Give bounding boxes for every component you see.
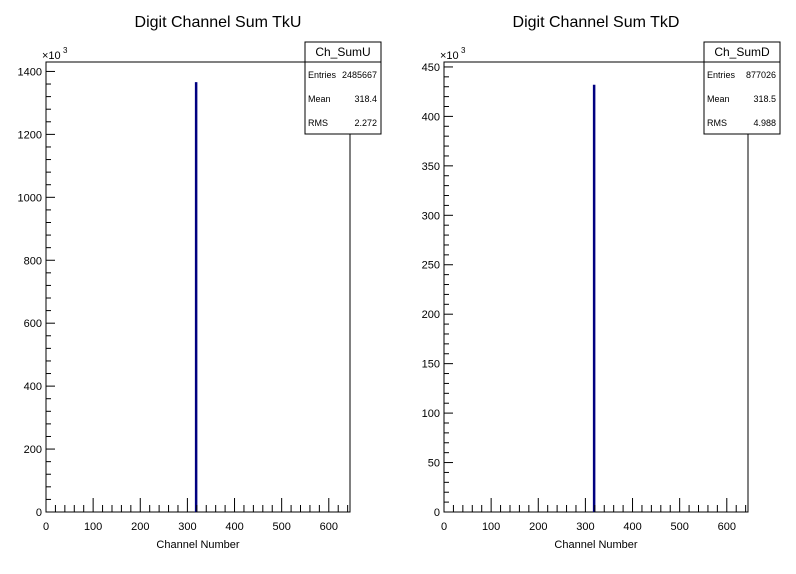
- y-multiplier-exponent: 3: [461, 46, 466, 55]
- y-tick-label: 0: [434, 507, 440, 519]
- y-tick-label: 50: [428, 458, 440, 470]
- x-tick-label: 300: [576, 521, 594, 533]
- stats-box: Ch_SumU Entries 2485667 Mean 318.4 RMS 2.272: [304, 41, 382, 135]
- x-tick-label: 0: [441, 521, 447, 533]
- y-multiplier-exponent: 3: [63, 46, 68, 55]
- stats-key-entries: Entries: [308, 70, 337, 80]
- y-tick-label: 350: [422, 161, 440, 173]
- stats-key-mean: Mean: [308, 94, 331, 104]
- y-tick-label: 400: [422, 111, 440, 123]
- x-tick-label: 500: [272, 521, 290, 533]
- stats-histogram-name: Ch_SumU: [315, 45, 370, 59]
- y-tick-label: 600: [24, 318, 42, 330]
- y-tick-label: 200: [24, 444, 42, 456]
- plot-frame: [443, 61, 749, 513]
- y-tick-label: 800: [24, 255, 42, 267]
- x-tick-label: 200: [529, 521, 547, 533]
- x-axis-label: Channel Number: [554, 539, 637, 551]
- y-tick-label: 450: [422, 62, 440, 74]
- histogram-bin: [194, 82, 198, 512]
- stats-key-mean: Mean: [707, 94, 730, 104]
- stats-value-mean: 318.4: [354, 94, 377, 104]
- x-tick-label: 100: [84, 521, 102, 533]
- x-tick-label: 400: [225, 521, 243, 533]
- x-tick-label: 500: [670, 521, 688, 533]
- stats-value-rms: 2.272: [354, 118, 377, 128]
- plot-frame: [45, 61, 351, 513]
- x-axis-label: Channel Number: [156, 539, 239, 551]
- y-tick-label: 1200: [18, 129, 42, 141]
- x-tick-label: 0: [43, 521, 49, 533]
- x-tick-label: 400: [623, 521, 641, 533]
- y-tick-label: 1400: [18, 66, 42, 78]
- stats-key-entries: Entries: [707, 70, 736, 80]
- x-tick-label: 200: [131, 521, 149, 533]
- y-tick-label: 200: [422, 309, 440, 321]
- stats-box-frame: [703, 41, 781, 135]
- y-tick-label: 1000: [18, 192, 42, 204]
- stats-value-mean: 318.5: [753, 94, 776, 104]
- stats-key-rms: RMS: [308, 118, 328, 128]
- histogram-panel-1: Digit Channel Sum TkU 0 100 200 300 400 500 600…: [18, 14, 382, 551]
- stats-box-frame: [304, 41, 382, 135]
- y-tick-label: 300: [422, 210, 440, 222]
- stats-key-rms: RMS: [707, 118, 727, 128]
- y-tick-label: 400: [24, 381, 42, 393]
- x-tick-label: 100: [482, 521, 500, 533]
- chart-title: Digit Channel Sum TkU: [135, 14, 302, 31]
- y-multiplier-label: ×10: [42, 50, 61, 62]
- histogram-bin: [592, 84, 596, 512]
- y-tick-label: 100: [422, 408, 440, 420]
- x-tick-label: 600: [320, 521, 338, 533]
- chart-title: Digit Channel Sum TkD: [513, 14, 680, 31]
- y-tick-label: 150: [422, 359, 440, 371]
- stats-value-entries: 877026: [746, 70, 776, 80]
- y-tick-label: 0: [36, 507, 42, 519]
- x-tick-label: 600: [718, 521, 736, 533]
- stats-box: Ch_SumD Entries 877026 Mean 318.5 RMS 4.988: [703, 41, 781, 135]
- y-multiplier-label: ×10: [440, 50, 459, 62]
- x-tick-label: 300: [178, 521, 196, 533]
- y-tick-label: 250: [422, 260, 440, 272]
- stats-value-entries: 2485667: [342, 70, 377, 80]
- stats-histogram-name: Ch_SumD: [714, 45, 770, 59]
- stats-value-rms: 4.988: [753, 118, 776, 128]
